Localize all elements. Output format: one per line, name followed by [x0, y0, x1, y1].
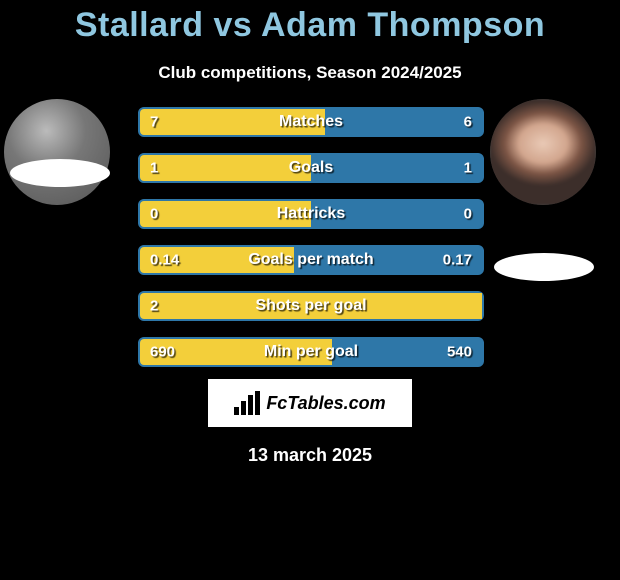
player-right-avatar [490, 99, 596, 205]
stat-value-right: 6 [464, 114, 472, 131]
stat-value-left: 0 [150, 206, 158, 223]
bar-fill-right [311, 155, 482, 181]
bar-fill-left [140, 201, 311, 227]
stat-value-right: 0.17 [443, 252, 472, 269]
date-label: 13 march 2025 [0, 445, 620, 466]
logo-chart-icon [234, 391, 262, 415]
bar-fill-left [140, 293, 482, 319]
bars-container: Matches76Goals11Hattricks00Goals per mat… [138, 107, 484, 383]
stat-row: Shots per goal2 [138, 291, 484, 321]
bar-fill-right [311, 201, 482, 227]
stat-row: Goals11 [138, 153, 484, 183]
stat-row: Min per goal690540 [138, 337, 484, 367]
stat-value-right: 0 [464, 206, 472, 223]
stat-value-right: 1 [464, 160, 472, 177]
platform-left [10, 159, 110, 187]
stat-row: Matches76 [138, 107, 484, 137]
subtitle: Club competitions, Season 2024/2025 [0, 63, 620, 83]
player-left-avatar [4, 99, 110, 205]
stat-value-left: 0.14 [150, 252, 179, 269]
stat-row: Goals per match0.140.17 [138, 245, 484, 275]
logo-text: FcTables.com [266, 393, 385, 414]
bar-fill-left [140, 155, 311, 181]
bar-fill-left [140, 109, 325, 135]
bar-fill-right [325, 109, 482, 135]
stat-value-left: 7 [150, 114, 158, 131]
stats-area: Matches76Goals11Hattricks00Goals per mat… [0, 107, 620, 367]
stat-value-left: 1 [150, 160, 158, 177]
stat-value-left: 2 [150, 298, 158, 315]
logo-box[interactable]: FcTables.com [208, 379, 412, 427]
stat-row: Hattricks00 [138, 199, 484, 229]
stat-value-left: 690 [150, 344, 175, 361]
avatar-face [490, 99, 596, 205]
stat-value-right: 540 [447, 344, 472, 361]
platform-right [494, 253, 594, 281]
page-title: Stallard vs Adam Thompson [0, 0, 620, 45]
